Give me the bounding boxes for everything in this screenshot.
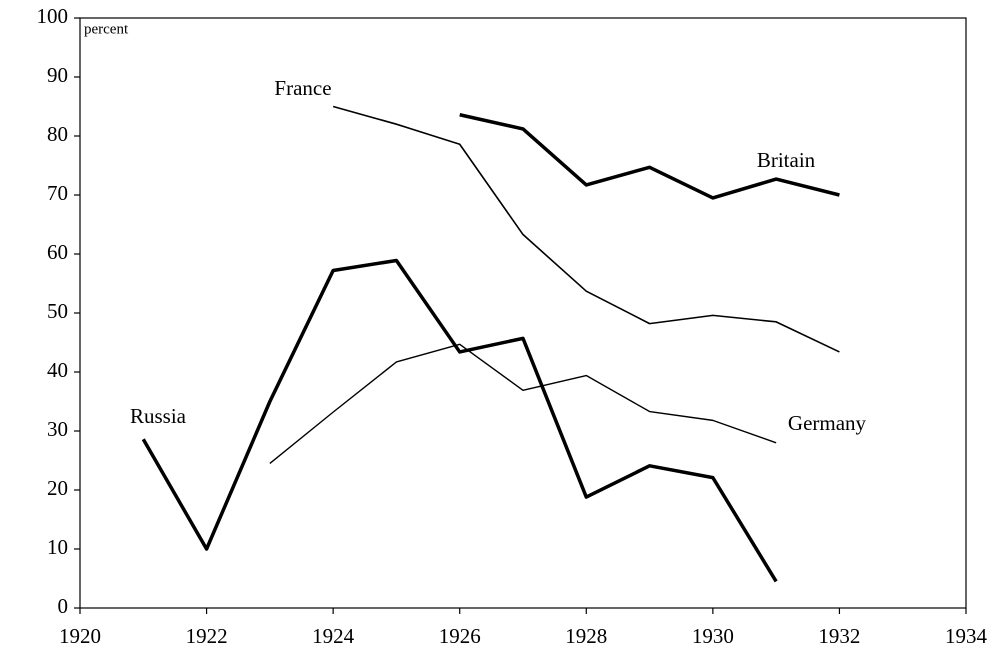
- y-tick-label: 10: [47, 535, 68, 559]
- x-tick-label: 1922: [186, 624, 228, 648]
- x-tick-label: 1934: [945, 624, 988, 648]
- series-line: [141, 258, 778, 583]
- plot-frame: [79, 17, 967, 609]
- series-label: Russia: [130, 404, 187, 428]
- x-tick-label: 1926: [439, 624, 481, 648]
- y-tick-label: 100: [37, 4, 69, 28]
- series-label: France: [274, 76, 331, 100]
- y-tick-label: 30: [47, 417, 68, 441]
- x-tick-label: 1932: [818, 624, 860, 648]
- y-axis-label: percent: [84, 21, 129, 37]
- x-tick-label: 1924: [312, 624, 355, 648]
- x-tick-label: 1930: [692, 624, 734, 648]
- y-tick-label: 0: [58, 594, 69, 618]
- series-line: [459, 113, 840, 200]
- series-label: Britain: [757, 148, 816, 172]
- y-tick-label: 50: [47, 299, 68, 323]
- series-label: Germany: [788, 411, 867, 435]
- y-tick-label: 70: [47, 181, 68, 205]
- y-tick-label: 80: [47, 122, 68, 146]
- y-tick-label: 60: [47, 240, 68, 264]
- x-tick-label: 1920: [59, 624, 101, 648]
- y-tick-label: 20: [47, 476, 68, 500]
- y-tick-label: 40: [47, 358, 68, 382]
- series-line: [269, 343, 777, 464]
- x-tick-label: 1928: [565, 624, 607, 648]
- series-line: [332, 105, 840, 353]
- y-tick-label: 90: [47, 63, 68, 87]
